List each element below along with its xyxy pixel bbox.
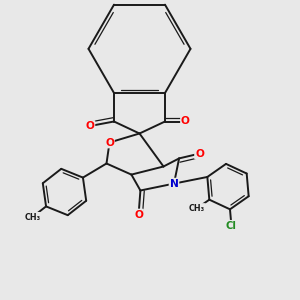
Text: O: O bbox=[85, 121, 94, 131]
Text: N: N bbox=[169, 178, 178, 189]
Text: CH₃: CH₃ bbox=[189, 204, 205, 213]
Text: Cl: Cl bbox=[226, 221, 237, 231]
Text: O: O bbox=[195, 148, 204, 159]
Text: CH₃: CH₃ bbox=[24, 213, 40, 222]
Text: O: O bbox=[105, 137, 114, 148]
Text: O: O bbox=[181, 116, 190, 127]
Text: O: O bbox=[134, 209, 143, 220]
